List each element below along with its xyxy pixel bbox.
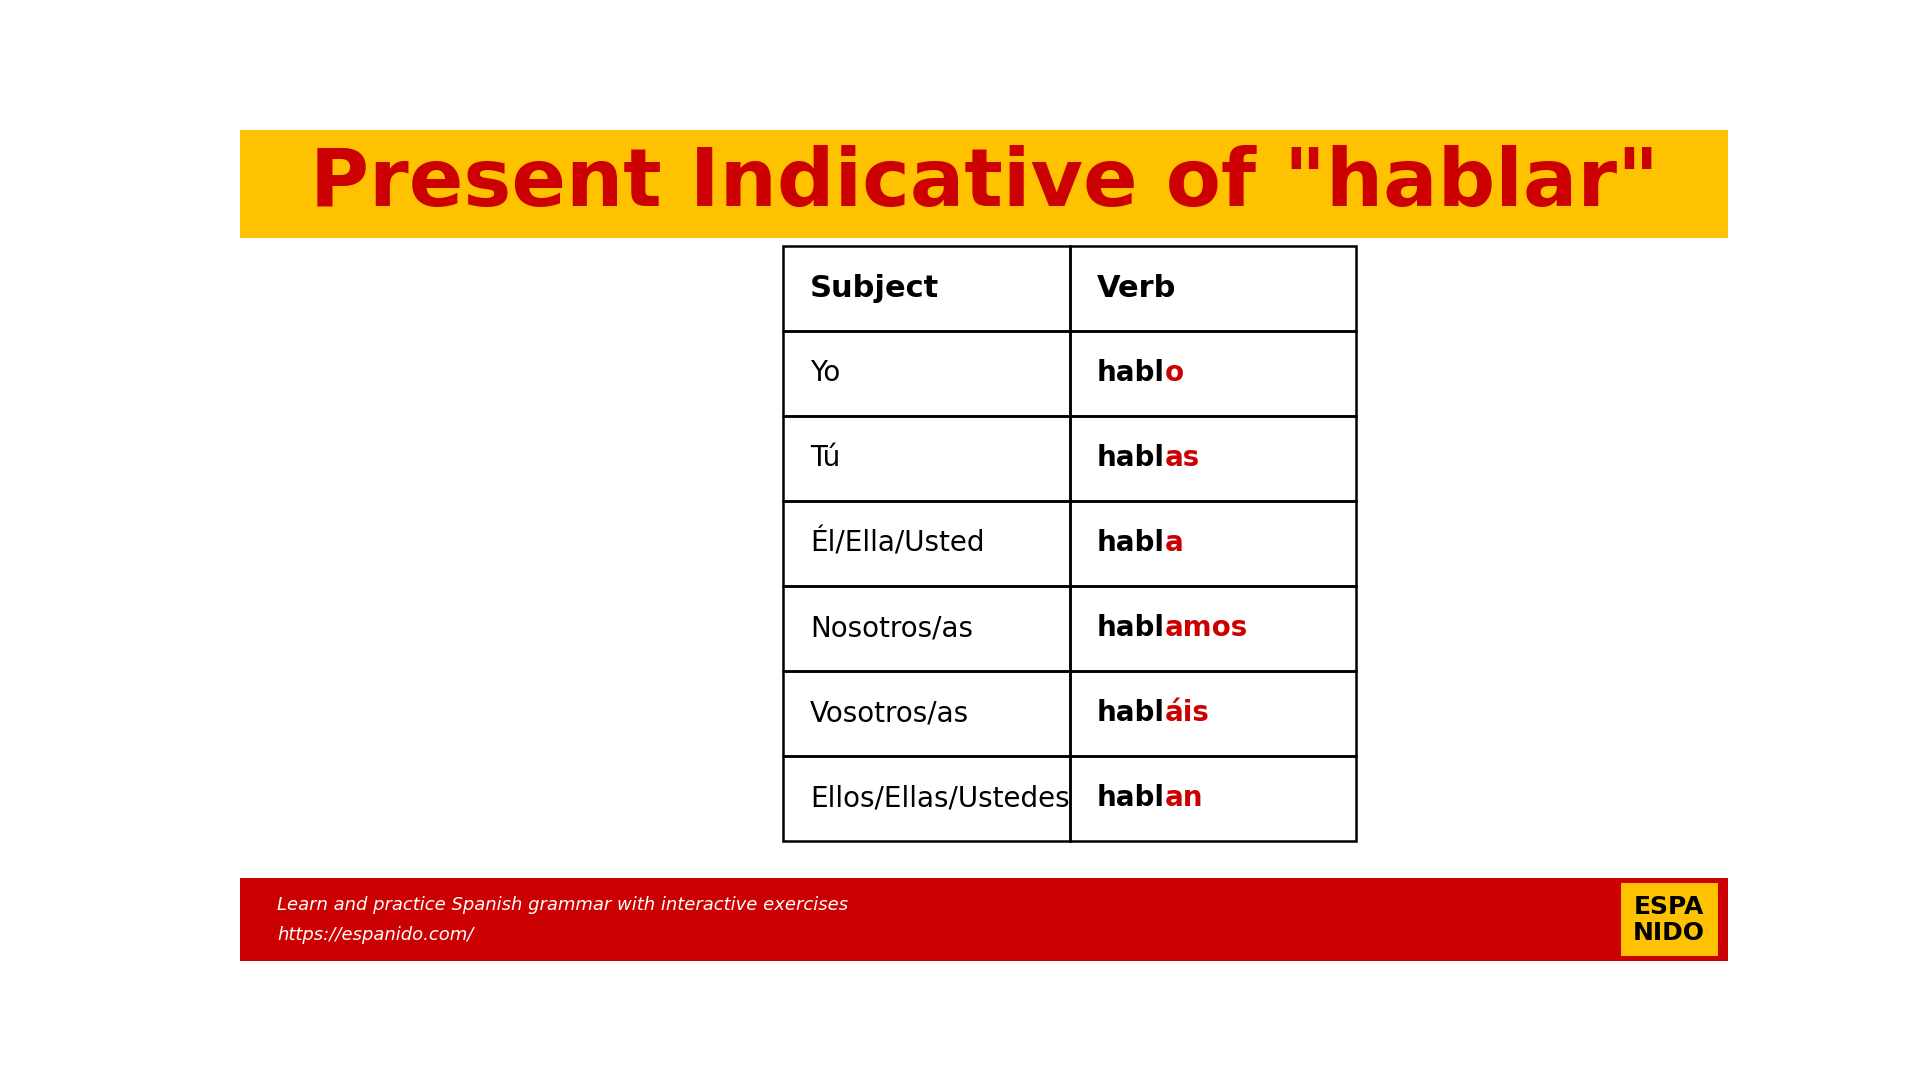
Text: habl: habl — [1096, 615, 1164, 643]
Text: an: an — [1164, 784, 1202, 812]
Text: áis: áis — [1164, 699, 1210, 727]
Bar — [1069, 246, 1356, 330]
FancyBboxPatch shape — [240, 878, 1728, 961]
Bar — [783, 246, 1069, 330]
Bar — [1069, 756, 1356, 840]
Bar — [1069, 330, 1356, 416]
Bar — [783, 501, 1069, 585]
Text: Verb: Verb — [1096, 274, 1175, 303]
Text: a: a — [1164, 529, 1183, 557]
Text: Nosotros/as: Nosotros/as — [810, 615, 973, 643]
Bar — [1069, 585, 1356, 671]
Bar — [783, 330, 1069, 416]
FancyBboxPatch shape — [240, 130, 1728, 238]
Text: as: as — [1164, 444, 1200, 472]
Text: habl: habl — [1096, 529, 1164, 557]
Bar — [783, 416, 1069, 501]
Text: Vosotros/as: Vosotros/as — [810, 699, 970, 727]
Text: habl: habl — [1096, 699, 1164, 727]
Bar — [783, 756, 1069, 840]
Bar — [1069, 416, 1356, 501]
Text: ESPA
NIDO: ESPA NIDO — [1634, 894, 1705, 945]
Text: Present Indicative of "hablar": Present Indicative of "hablar" — [309, 145, 1659, 222]
Text: o: o — [1164, 360, 1183, 388]
Text: Tú: Tú — [810, 444, 841, 472]
Text: amos: amos — [1164, 615, 1248, 643]
Bar — [1069, 671, 1356, 756]
Text: Yo: Yo — [810, 360, 841, 388]
Text: Learn and practice Spanish grammar with interactive exercises: Learn and practice Spanish grammar with … — [276, 895, 849, 914]
Text: habl: habl — [1096, 360, 1164, 388]
Bar — [1069, 501, 1356, 585]
FancyBboxPatch shape — [1620, 883, 1718, 956]
Text: habl: habl — [1096, 444, 1164, 472]
Text: https://espanido.com/: https://espanido.com/ — [276, 926, 474, 944]
Text: Subject: Subject — [810, 274, 939, 303]
Text: habl: habl — [1096, 784, 1164, 812]
Text: Él/Ella/Usted: Él/Ella/Usted — [810, 529, 985, 558]
Bar — [783, 585, 1069, 671]
Text: Ellos/Ellas/Ustedes: Ellos/Ellas/Ustedes — [810, 784, 1069, 812]
Bar — [783, 671, 1069, 756]
